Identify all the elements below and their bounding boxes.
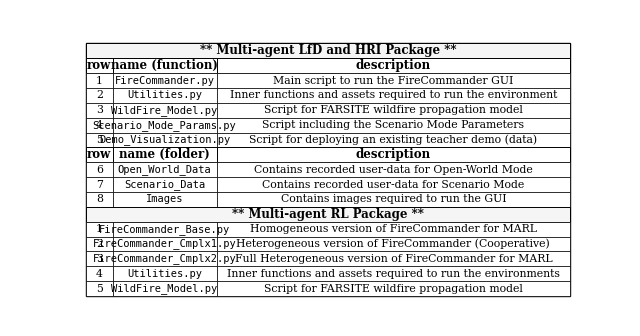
Text: Demo_Visualization.py: Demo_Visualization.py <box>99 134 230 145</box>
Text: Scenario_Data: Scenario_Data <box>124 179 205 190</box>
Text: row: row <box>87 148 111 161</box>
Text: Contains recorded user-data for Open-World Mode: Contains recorded user-data for Open-Wor… <box>254 165 532 175</box>
Text: Contains recorded user-data for Scenario Mode: Contains recorded user-data for Scenario… <box>262 179 524 190</box>
Text: row: row <box>87 59 111 72</box>
Bar <box>113 118 217 132</box>
Text: description: description <box>356 59 431 72</box>
Bar <box>217 132 570 148</box>
Text: Utilities.py: Utilities.py <box>127 269 202 279</box>
Bar <box>217 251 570 266</box>
Bar <box>113 58 217 73</box>
Text: 3: 3 <box>96 105 103 115</box>
Bar <box>86 266 113 281</box>
Bar <box>113 192 217 207</box>
Text: Main script to run the FireCommander GUI: Main script to run the FireCommander GUI <box>273 76 513 86</box>
Text: Homogeneous version of FireCommander for MARL: Homogeneous version of FireCommander for… <box>250 224 537 234</box>
Bar <box>86 148 113 162</box>
Bar <box>113 73 217 88</box>
Bar <box>217 118 570 132</box>
Text: 8: 8 <box>96 195 103 204</box>
Bar <box>217 266 570 281</box>
Text: 5: 5 <box>96 135 102 145</box>
Text: WildFire_Model.py: WildFire_Model.py <box>111 105 218 116</box>
Text: Scenario_Mode_Params.py: Scenario_Mode_Params.py <box>93 120 237 131</box>
Text: Script for deploying an existing teacher demo (data): Script for deploying an existing teacher… <box>250 135 538 145</box>
Bar <box>217 192 570 207</box>
Bar <box>113 222 217 237</box>
Text: 2: 2 <box>96 90 103 100</box>
Text: ** Multi-agent RL Package **: ** Multi-agent RL Package ** <box>232 208 424 221</box>
Bar <box>217 88 570 103</box>
Bar <box>86 58 113 73</box>
Text: name (folder): name (folder) <box>119 148 210 161</box>
Bar <box>217 73 570 88</box>
Text: Heterogeneous version of FireCommander (Cooperative): Heterogeneous version of FireCommander (… <box>236 239 550 249</box>
Text: 7: 7 <box>96 179 102 190</box>
Text: FireCommander_Cmplx1.py: FireCommander_Cmplx1.py <box>93 239 237 249</box>
Text: WildFire_Model.py: WildFire_Model.py <box>111 283 218 294</box>
Bar <box>86 132 113 148</box>
Bar <box>217 162 570 177</box>
Text: 5: 5 <box>96 284 102 294</box>
Text: 4: 4 <box>96 120 102 130</box>
Bar <box>86 192 113 207</box>
Text: Inner functions and assets required to run the environments: Inner functions and assets required to r… <box>227 269 560 279</box>
Bar <box>86 177 113 192</box>
Bar <box>86 251 113 266</box>
Text: FireCommander_Base.py: FireCommander_Base.py <box>99 224 230 235</box>
Bar <box>113 103 217 118</box>
Text: Utilities.py: Utilities.py <box>127 90 202 100</box>
Text: ** Multi-agent LfD and HRI Package **: ** Multi-agent LfD and HRI Package ** <box>200 44 456 57</box>
Bar <box>217 222 570 237</box>
Text: 1: 1 <box>96 224 103 234</box>
Bar <box>113 88 217 103</box>
Text: Script including the Scenario Mode Parameters: Script including the Scenario Mode Param… <box>262 120 524 130</box>
Text: Contains images required to run the GUI: Contains images required to run the GUI <box>280 195 506 204</box>
Bar <box>113 251 217 266</box>
Text: 1: 1 <box>96 76 103 86</box>
Text: Full Heterogeneous version of FireCommander for MARL: Full Heterogeneous version of FireComman… <box>234 254 552 264</box>
Bar <box>113 177 217 192</box>
Text: Open_World_Data: Open_World_Data <box>118 164 211 175</box>
Text: Script for FARSITE wildfire propagation model: Script for FARSITE wildfire propagation … <box>264 105 523 115</box>
Bar <box>86 103 113 118</box>
Text: name (function): name (function) <box>111 59 218 72</box>
Text: 4: 4 <box>96 269 102 279</box>
Bar <box>113 132 217 148</box>
Text: 6: 6 <box>96 165 103 175</box>
Bar <box>86 88 113 103</box>
Bar <box>86 162 113 177</box>
Bar <box>217 58 570 73</box>
Bar <box>86 73 113 88</box>
Bar <box>86 237 113 251</box>
Bar <box>217 177 570 192</box>
Bar <box>217 281 570 296</box>
Bar <box>217 148 570 162</box>
Bar <box>113 237 217 251</box>
Text: Images: Images <box>146 195 184 204</box>
Text: 3: 3 <box>96 254 103 264</box>
Text: FireCommander_Cmplx2.py: FireCommander_Cmplx2.py <box>93 253 237 264</box>
Text: Script for FARSITE wildfire propagation model: Script for FARSITE wildfire propagation … <box>264 284 523 294</box>
Text: Inner functions and assets required to run the environment: Inner functions and assets required to r… <box>230 90 557 100</box>
Bar <box>86 222 113 237</box>
Bar <box>86 281 113 296</box>
Bar <box>86 207 570 222</box>
Bar <box>217 237 570 251</box>
Bar <box>113 162 217 177</box>
Text: 2: 2 <box>96 239 103 249</box>
Text: description: description <box>356 148 431 161</box>
Bar <box>86 118 113 132</box>
Bar <box>113 148 217 162</box>
Bar <box>113 266 217 281</box>
Bar <box>113 281 217 296</box>
Text: FireCommander.py: FireCommander.py <box>115 76 214 86</box>
Bar <box>217 103 570 118</box>
Bar <box>86 43 570 58</box>
